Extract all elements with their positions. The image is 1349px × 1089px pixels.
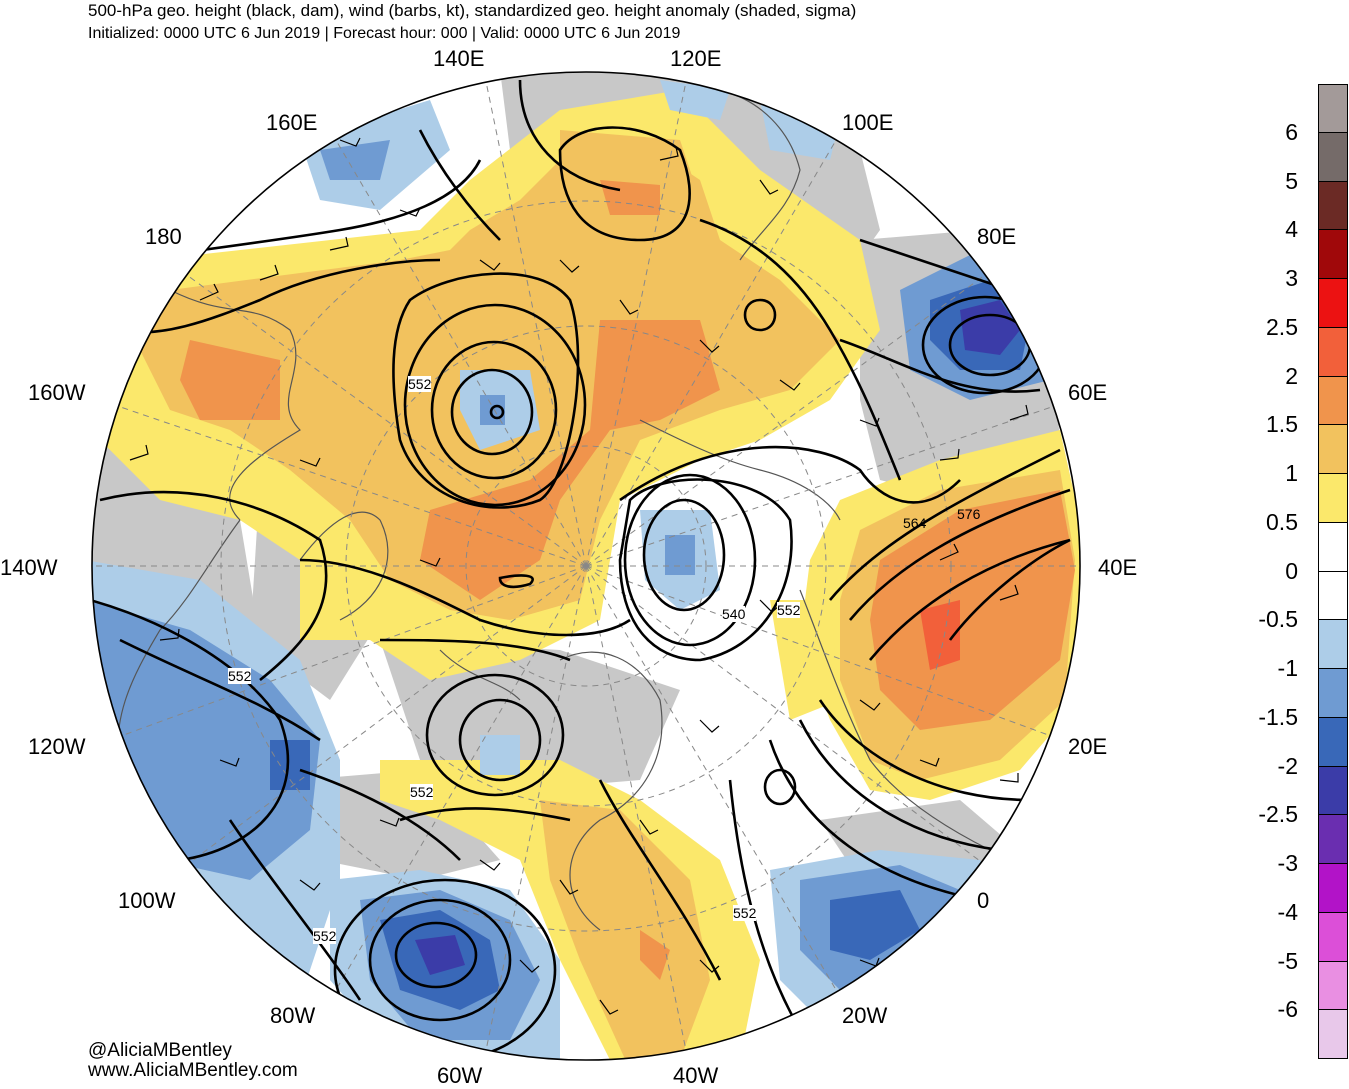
colorbar-swatch [1318, 912, 1348, 962]
contour-label: 552 [228, 668, 252, 684]
colorbar-tick-label: -2 [1277, 752, 1298, 779]
colorbar-tick-label: -1.5 [1258, 703, 1298, 730]
height-contours [92, 79, 1071, 1060]
wind-barbs [129, 137, 1029, 1015]
colorbar-swatch [1318, 522, 1348, 572]
longitude-label: 80W [270, 1003, 316, 1028]
contour-label: 564 [903, 515, 927, 531]
colorbar-swatch [1318, 425, 1348, 474]
longitude-label: 120W [28, 734, 86, 759]
contour-label: 552 [408, 376, 432, 392]
colorbar-swatch [1318, 327, 1348, 377]
longitude-label: 20E [1068, 734, 1108, 759]
longitude-label: 140E [433, 46, 485, 71]
colorbar-swatch [1318, 815, 1348, 864]
colorbar-swatch [1318, 766, 1348, 816]
colorbar-tick-label: 0.5 [1266, 508, 1298, 535]
colorbar-tick-label: 2 [1285, 362, 1298, 389]
map-boundary [91, 71, 1081, 1061]
colorbar-tick-label: 2.5 [1266, 313, 1298, 340]
colorbar-swatch [1318, 230, 1348, 279]
colorbar-tick-label: -6 [1277, 996, 1298, 1023]
colorbar-swatch [1318, 717, 1348, 767]
contour-label: 552 [410, 784, 434, 800]
colorbar-tick-label: 1.5 [1266, 411, 1298, 438]
colorbar-swatch [1318, 864, 1348, 913]
colorbar-tick-label: -0.5 [1258, 606, 1298, 633]
colorbar-swatch [1318, 474, 1348, 523]
author-handle: @AliciaMBentley [88, 1040, 232, 1061]
colorbar-swatch [1318, 132, 1348, 182]
colorbar-tick-label: -5 [1277, 947, 1298, 974]
colorbar-tick-label: 0 [1285, 557, 1298, 584]
longitude-label: 20W [842, 1003, 888, 1028]
contour-label: 576 [957, 506, 981, 522]
colorbar-tick-label: -1 [1277, 655, 1298, 681]
longitude-label: 100E [842, 110, 894, 135]
colorbar-swatch [1318, 376, 1348, 426]
contour-label: 552 [313, 928, 337, 944]
colorbar-swatch [1318, 571, 1348, 621]
longitude-label: 140W [0, 555, 58, 580]
colorbar-swatch [1318, 1010, 1348, 1059]
colorbar-tick-label: -4 [1277, 898, 1298, 925]
colorbar-tick-label: 6 [1285, 118, 1298, 145]
longitude-label: 160E [266, 110, 318, 135]
longitude-label: 40E [1098, 555, 1138, 580]
map-subtitle: Initialized: 0000 UTC 6 Jun 2019 | Forec… [88, 25, 681, 42]
colorbar-swatch [1318, 961, 1348, 1011]
map-title: 500-hPa geo. height (black, dam), wind (… [88, 1, 857, 20]
colorbar-tick-label: 5 [1285, 167, 1298, 194]
longitude-label: 120E [670, 46, 722, 71]
colorbar-tick-label: 3 [1285, 265, 1298, 291]
colorbar-swatch [1318, 181, 1348, 231]
colorbar-swatch [1318, 620, 1348, 669]
longitude-label: 60W [437, 1063, 483, 1088]
negative-anomaly-shading [92, 80, 1050, 1060]
colorbar-tick-label: -2.5 [1258, 801, 1298, 828]
longitude-label: 160W [28, 380, 86, 405]
contour-label: 540 [722, 606, 746, 622]
colorbar-swatch [1318, 84, 1348, 133]
longitude-label: 0 [977, 888, 990, 913]
anomaly-colorbar [1318, 84, 1348, 1059]
longitude-label: 60E [1068, 380, 1108, 405]
contour-label: 552 [777, 602, 801, 618]
longitude-label: 80E [977, 224, 1017, 249]
colorbar-tick-label: -3 [1277, 850, 1298, 876]
graticule [92, 72, 1080, 1060]
author-website: www.AliciaMBentley.com [88, 1060, 298, 1081]
longitude-label: 40W [673, 1063, 719, 1088]
colorbar-tick-label: 4 [1285, 216, 1298, 243]
colorbar-tick-label: 1 [1285, 460, 1298, 486]
contour-label: 552 [733, 905, 757, 921]
colorbar-swatch [1318, 279, 1348, 328]
longitude-label: 100W [118, 888, 176, 913]
colorbar-swatch [1318, 669, 1348, 718]
longitude-label: 180 [145, 224, 182, 249]
